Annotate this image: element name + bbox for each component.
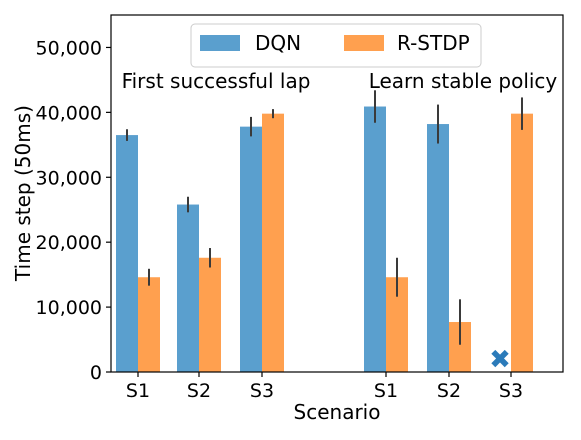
failed-marker-s3: ✖ (489, 345, 511, 375)
y-tick-label-30000: 30,000 (36, 167, 102, 189)
legend-label-dqn: DQN (255, 31, 301, 55)
y-tick-label-20000: 20,000 (36, 232, 102, 254)
bars-layer (116, 106, 533, 373)
legend: DQN R-STDP (190, 23, 482, 68)
markers-layer: ✖ (489, 345, 511, 375)
x-axis-label: Scenario (294, 400, 381, 424)
y-tick-label-0: 0 (90, 362, 102, 384)
error-bars-layer (126, 90, 523, 345)
bar-rstdp-g2-s3 (511, 113, 533, 373)
y-axis-label: Time step (50ms) (11, 105, 35, 282)
plot-frame (110, 14, 564, 373)
bar-dqn-g2-s2 (427, 124, 449, 372)
x-tick-label-g2-s2: S2 (437, 380, 461, 402)
y-tick-label-40000: 40,000 (36, 102, 102, 124)
y-tick-label-10000: 10,000 (36, 297, 102, 319)
bar-dqn-g1-s2 (177, 204, 199, 372)
bar-dqn-g2-s1 (364, 106, 386, 372)
y-tick-label-50000: 50,000 (36, 37, 102, 59)
x-tick-label-g1-s3: S3 (250, 380, 274, 402)
x-tick-label-g1-s1: S1 (126, 380, 150, 402)
annotation-learn-stable-policy: Learn stable policy (369, 69, 558, 93)
y-axis: 0 10,000 20,000 30,000 40,000 50,000 (36, 37, 111, 384)
x-tick-label-g2-s1: S1 (374, 380, 398, 402)
bar-rstdp-g2-s2 (449, 322, 471, 372)
legend-swatch-dqn (200, 35, 240, 51)
legend-label-rstdp: R-STDP (397, 31, 470, 55)
annotation-first-successful-lap: First successful lap (122, 69, 311, 93)
bar-rstdp-g1-s2 (199, 257, 221, 372)
bar-dqn-g1-s3 (240, 126, 262, 372)
x-tick-label-g2-s3: S3 (499, 380, 523, 402)
bar-rstdp-g1-s3 (262, 113, 284, 373)
legend-swatch-rstdp (344, 35, 384, 51)
legend-box (190, 23, 482, 68)
x-tick-label-g1-s2: S2 (187, 380, 211, 402)
bar-dqn-g1-s1 (116, 135, 138, 372)
bar-rstdp-g1-s1 (138, 277, 160, 372)
x-axis: S1 S2 S3 S1 S2 S3 (126, 372, 523, 402)
bar-rstdp-g2-s1 (386, 277, 408, 372)
